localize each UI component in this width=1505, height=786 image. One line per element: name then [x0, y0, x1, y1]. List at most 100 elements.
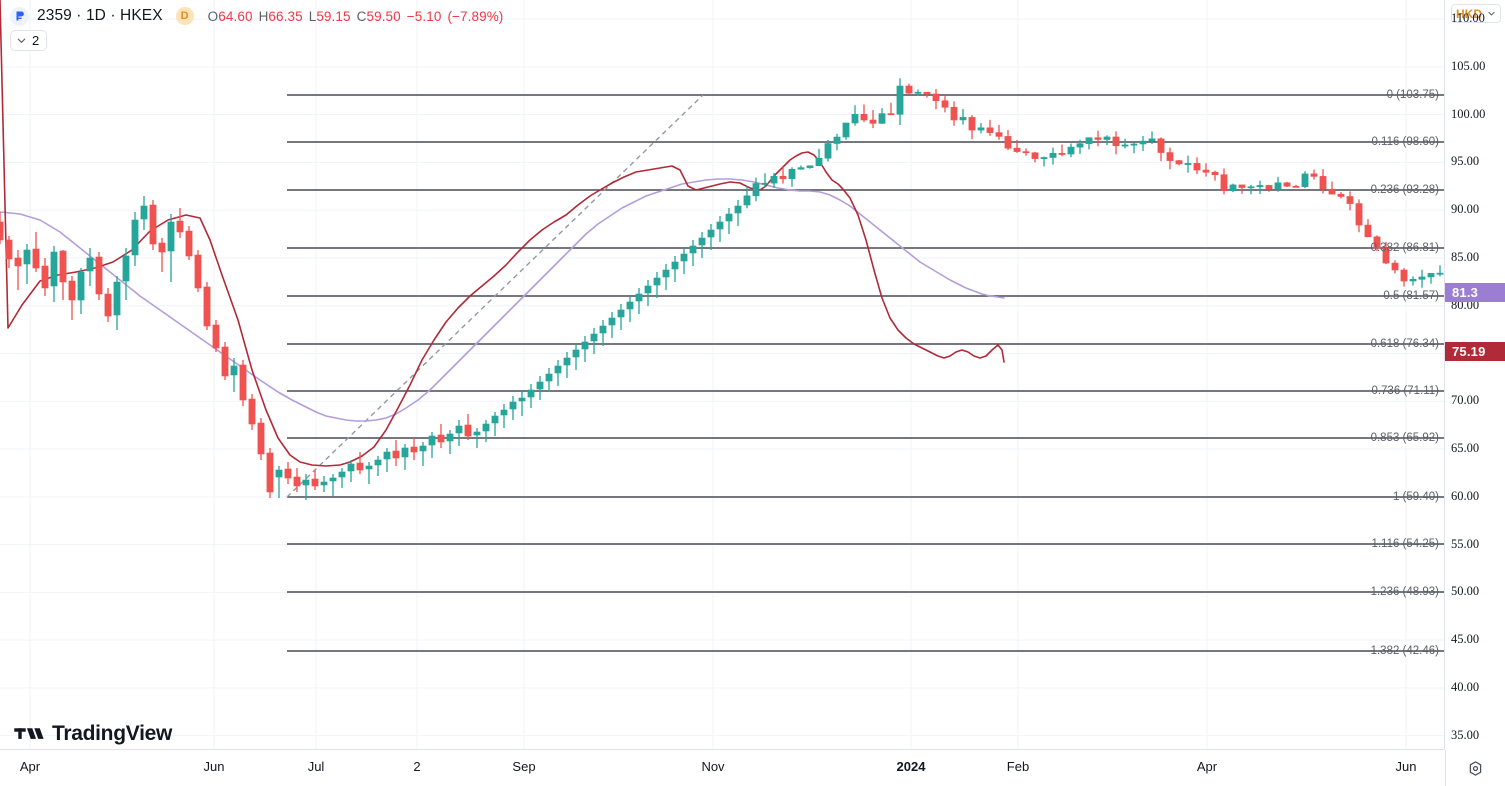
candlestick[interactable]	[491, 415, 499, 424]
candlestick[interactable]	[581, 341, 589, 350]
candlestick[interactable]	[1256, 185, 1264, 187]
candlestick[interactable]	[1427, 273, 1435, 278]
fib-trend-line[interactable]	[286, 94, 704, 498]
candlestick[interactable]	[122, 255, 130, 282]
candlestick[interactable]	[1049, 152, 1057, 158]
candlestick[interactable]	[833, 136, 841, 144]
candlestick[interactable]	[626, 301, 634, 310]
candlestick[interactable]	[365, 465, 373, 470]
candlestick[interactable]	[257, 422, 265, 455]
candlestick[interactable]	[941, 100, 949, 108]
candlestick[interactable]	[1436, 272, 1444, 275]
candlestick[interactable]	[1301, 173, 1309, 187]
candlestick[interactable]	[554, 365, 562, 374]
candlestick[interactable]	[1013, 147, 1021, 152]
candlestick[interactable]	[518, 397, 526, 402]
candlestick[interactable]	[914, 91, 922, 94]
candlestick[interactable]	[356, 462, 364, 471]
candlestick[interactable]	[932, 93, 940, 102]
candlestick[interactable]	[824, 143, 832, 159]
candlestick[interactable]	[869, 119, 877, 124]
moving-average-line[interactable]	[0, 0, 1005, 467]
candlestick[interactable]	[311, 478, 319, 487]
candlestick[interactable]	[131, 219, 139, 256]
candlestick[interactable]	[1229, 184, 1237, 192]
fib-retracement-levels[interactable]	[287, 94, 1445, 652]
candlestick[interactable]	[32, 248, 40, 269]
candlestick[interactable]	[185, 230, 193, 257]
candlestick[interactable]	[1184, 163, 1192, 165]
candlestick[interactable]	[1148, 138, 1156, 142]
candlestick[interactable]	[1364, 224, 1372, 238]
candlestick[interactable]	[563, 357, 571, 366]
candlestick[interactable]	[473, 431, 481, 436]
gear-icon[interactable]	[1467, 760, 1484, 777]
candlestick[interactable]	[1085, 137, 1093, 144]
candlestick[interactable]	[68, 280, 76, 301]
candlestick[interactable]	[689, 245, 697, 254]
candlestick[interactable]	[275, 469, 283, 478]
moving-average-line[interactable]	[0, 178, 1005, 422]
candlestick[interactable]	[536, 381, 544, 390]
candlestick[interactable]	[401, 447, 409, 458]
candlestick[interactable]	[698, 237, 706, 246]
candlestick-series[interactable]	[0, 78, 1445, 560]
candlestick[interactable]	[905, 85, 913, 94]
indicator-legend-item[interactable]: 2	[10, 30, 48, 51]
candlestick[interactable]	[545, 373, 553, 382]
candlestick[interactable]	[977, 127, 985, 131]
candlestick[interactable]	[41, 265, 49, 289]
candlestick[interactable]	[374, 459, 382, 466]
time-axis[interactable]: Apr Jun Jul 2 Sep Nov 2024 Feb Apr Jun	[0, 750, 1445, 786]
candlestick[interactable]	[725, 213, 733, 222]
candlestick[interactable]	[0, 221, 4, 241]
candlestick[interactable]	[203, 286, 211, 327]
candlestick[interactable]	[617, 309, 625, 318]
candlestick[interactable]	[1418, 276, 1426, 280]
candlestick[interactable]	[428, 435, 436, 446]
candlestick[interactable]	[50, 251, 58, 287]
candlestick[interactable]	[95, 256, 103, 295]
candlestick[interactable]	[959, 117, 967, 121]
candlestick[interactable]	[1265, 185, 1273, 190]
candlestick[interactable]	[653, 277, 661, 286]
candlestick[interactable]	[779, 175, 787, 180]
candlestick[interactable]	[455, 425, 463, 434]
candlestick[interactable]	[1337, 193, 1345, 197]
candlestick[interactable]	[500, 409, 508, 416]
candlestick[interactable]	[509, 401, 517, 410]
candlestick[interactable]	[851, 113, 859, 124]
candlestick[interactable]	[635, 293, 643, 302]
candlestick[interactable]	[1031, 152, 1039, 159]
candlestick[interactable]	[347, 463, 355, 472]
candlestick[interactable]	[1175, 160, 1183, 165]
candlestick[interactable]	[104, 293, 112, 317]
candlestick[interactable]	[950, 106, 958, 121]
candlestick[interactable]	[1220, 174, 1228, 192]
chart-plot-area[interactable]	[0, 0, 1445, 750]
candlestick[interactable]	[59, 250, 67, 283]
candlestick[interactable]	[968, 117, 976, 131]
candlestick[interactable]	[1274, 182, 1282, 190]
candlestick[interactable]	[1247, 186, 1255, 189]
candlestick[interactable]	[995, 132, 1003, 137]
candlestick[interactable]	[1292, 185, 1300, 188]
candlestick[interactable]	[194, 254, 202, 289]
candlestick[interactable]	[338, 471, 346, 478]
candlestick[interactable]	[113, 281, 121, 316]
price-axis[interactable]: HKD 110.00 105.00 100.00 95.00 90.00 85.00 80.…	[1445, 0, 1505, 750]
candlestick[interactable]	[77, 271, 85, 301]
candlestick[interactable]	[806, 165, 814, 168]
candlestick[interactable]	[1121, 144, 1129, 147]
candlestick[interactable]	[797, 167, 805, 170]
candlestick[interactable]	[230, 365, 238, 376]
candlestick[interactable]	[527, 389, 535, 398]
candlestick[interactable]	[302, 479, 310, 486]
candlestick[interactable]	[815, 157, 823, 167]
candlestick[interactable]	[419, 445, 427, 452]
candlestick[interactable]	[266, 452, 274, 493]
candlestick[interactable]	[158, 242, 166, 253]
chart-settings-button[interactable]	[1445, 750, 1505, 786]
candlestick[interactable]	[446, 433, 454, 442]
candlestick[interactable]	[1328, 189, 1336, 195]
